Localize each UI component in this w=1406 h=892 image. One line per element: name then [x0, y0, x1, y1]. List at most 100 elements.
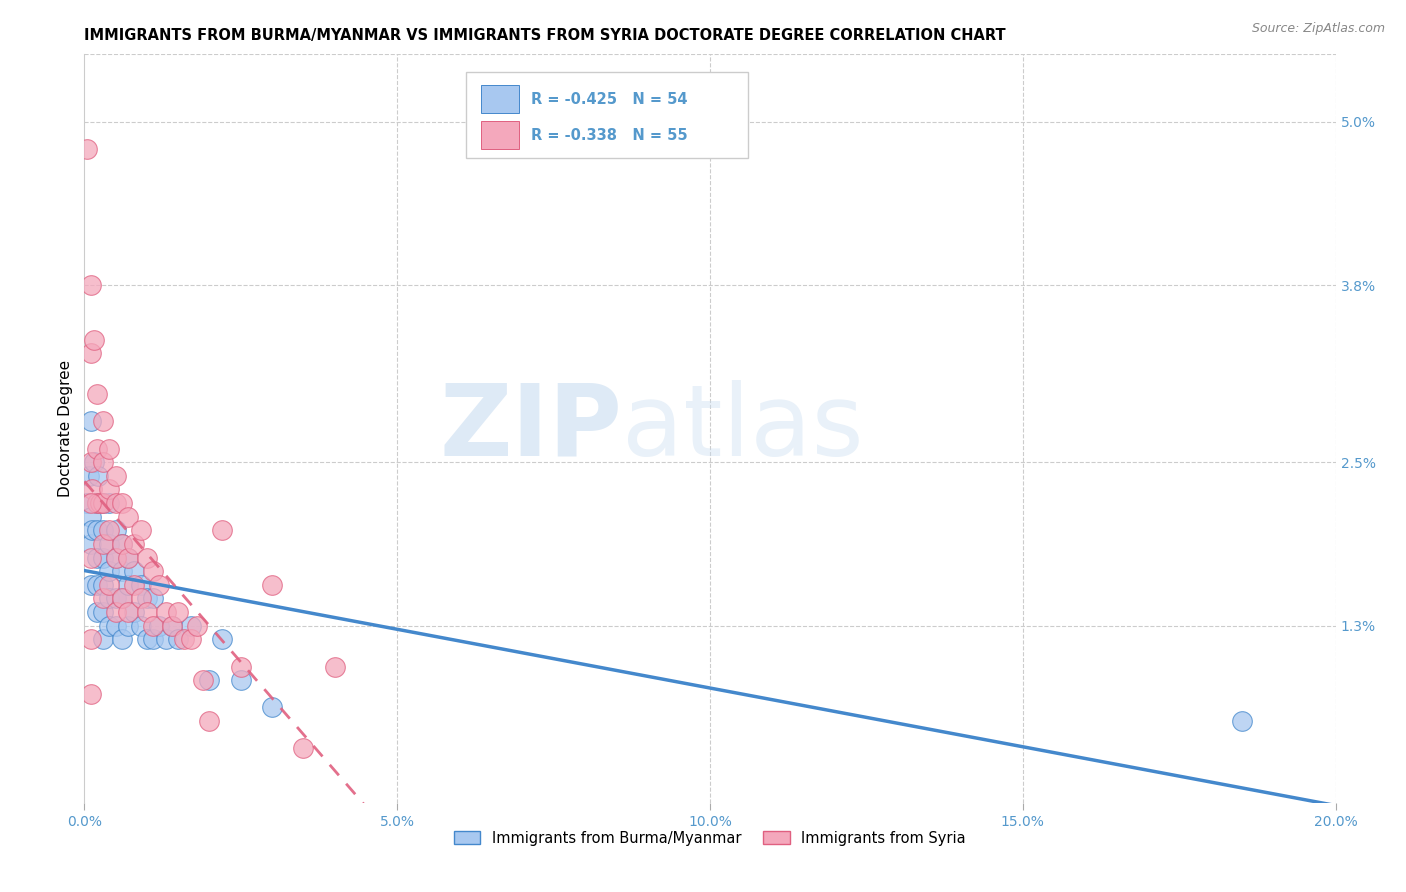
- Point: [323, 659, 346, 673]
- Point: [79, 578, 101, 592]
- Point: [86, 550, 108, 565]
- Point: [167, 632, 190, 647]
- Point: [136, 632, 159, 647]
- Text: ZIP: ZIP: [440, 380, 623, 476]
- Point: [142, 564, 165, 578]
- Point: [91, 537, 114, 551]
- Point: [79, 346, 101, 360]
- Point: [79, 537, 101, 551]
- Point: [86, 524, 108, 538]
- Point: [86, 442, 108, 456]
- Point: [80, 524, 103, 538]
- Point: [229, 659, 252, 673]
- Point: [117, 509, 139, 524]
- Point: [111, 537, 134, 551]
- Point: [129, 618, 152, 632]
- Point: [76, 496, 98, 510]
- FancyBboxPatch shape: [465, 72, 748, 159]
- Point: [91, 455, 114, 469]
- Point: [211, 632, 233, 647]
- Point: [160, 618, 183, 632]
- Point: [117, 578, 139, 592]
- Point: [98, 537, 121, 551]
- Point: [91, 524, 114, 538]
- Point: [79, 632, 101, 647]
- Point: [83, 455, 105, 469]
- Point: [104, 591, 127, 606]
- Point: [87, 468, 110, 483]
- Point: [91, 605, 114, 619]
- Point: [136, 550, 159, 565]
- Point: [111, 564, 134, 578]
- Point: [83, 333, 105, 347]
- Point: [262, 578, 284, 592]
- Point: [124, 537, 146, 551]
- Legend: Immigrants from Burma/Myanmar, Immigrants from Syria: Immigrants from Burma/Myanmar, Immigrant…: [449, 825, 972, 852]
- Point: [79, 550, 101, 565]
- Point: [91, 578, 114, 592]
- Point: [86, 387, 108, 401]
- Point: [111, 537, 134, 551]
- Point: [148, 618, 170, 632]
- Point: [104, 618, 127, 632]
- Text: atlas: atlas: [623, 380, 865, 476]
- Point: [79, 496, 101, 510]
- Y-axis label: Doctorate Degree: Doctorate Degree: [58, 359, 73, 497]
- Point: [117, 550, 139, 565]
- Text: IMMIGRANTS FROM BURMA/MYANMAR VS IMMIGRANTS FROM SYRIA DOCTORATE DEGREE CORRELAT: IMMIGRANTS FROM BURMA/MYANMAR VS IMMIGRA…: [84, 28, 1005, 43]
- Point: [91, 496, 114, 510]
- Point: [98, 591, 121, 606]
- Point: [198, 673, 221, 688]
- Bar: [481, 85, 519, 113]
- Point: [79, 687, 101, 701]
- Point: [98, 564, 121, 578]
- Point: [180, 618, 202, 632]
- Text: R = -0.425   N = 54: R = -0.425 N = 54: [531, 92, 688, 107]
- Point: [104, 550, 127, 565]
- Point: [262, 700, 284, 714]
- Point: [211, 524, 233, 538]
- Point: [173, 632, 195, 647]
- Point: [104, 550, 127, 565]
- Point: [193, 673, 215, 688]
- Point: [129, 578, 152, 592]
- Point: [155, 605, 177, 619]
- Point: [142, 591, 165, 606]
- Point: [76, 142, 98, 156]
- Point: [117, 618, 139, 632]
- Point: [98, 496, 121, 510]
- Point: [148, 578, 170, 592]
- Point: [104, 524, 127, 538]
- Point: [80, 483, 103, 497]
- Point: [104, 468, 127, 483]
- Text: R = -0.338   N = 55: R = -0.338 N = 55: [531, 128, 688, 143]
- Point: [91, 632, 114, 647]
- Point: [292, 741, 315, 756]
- Point: [104, 605, 127, 619]
- Point: [155, 632, 177, 647]
- Point: [142, 632, 165, 647]
- Point: [89, 496, 111, 510]
- Point: [98, 578, 121, 592]
- Point: [79, 278, 101, 293]
- Point: [186, 618, 208, 632]
- Point: [160, 618, 183, 632]
- Point: [79, 414, 101, 428]
- Point: [129, 591, 152, 606]
- Point: [117, 605, 139, 619]
- Point: [1230, 714, 1253, 728]
- Point: [79, 468, 101, 483]
- Point: [86, 578, 108, 592]
- Point: [111, 632, 134, 647]
- Point: [98, 442, 121, 456]
- Point: [98, 524, 121, 538]
- Point: [111, 591, 134, 606]
- Point: [229, 673, 252, 688]
- Point: [124, 605, 146, 619]
- Point: [91, 591, 114, 606]
- Point: [129, 524, 152, 538]
- Point: [79, 455, 101, 469]
- Point: [198, 714, 221, 728]
- Point: [111, 496, 134, 510]
- Point: [91, 496, 114, 510]
